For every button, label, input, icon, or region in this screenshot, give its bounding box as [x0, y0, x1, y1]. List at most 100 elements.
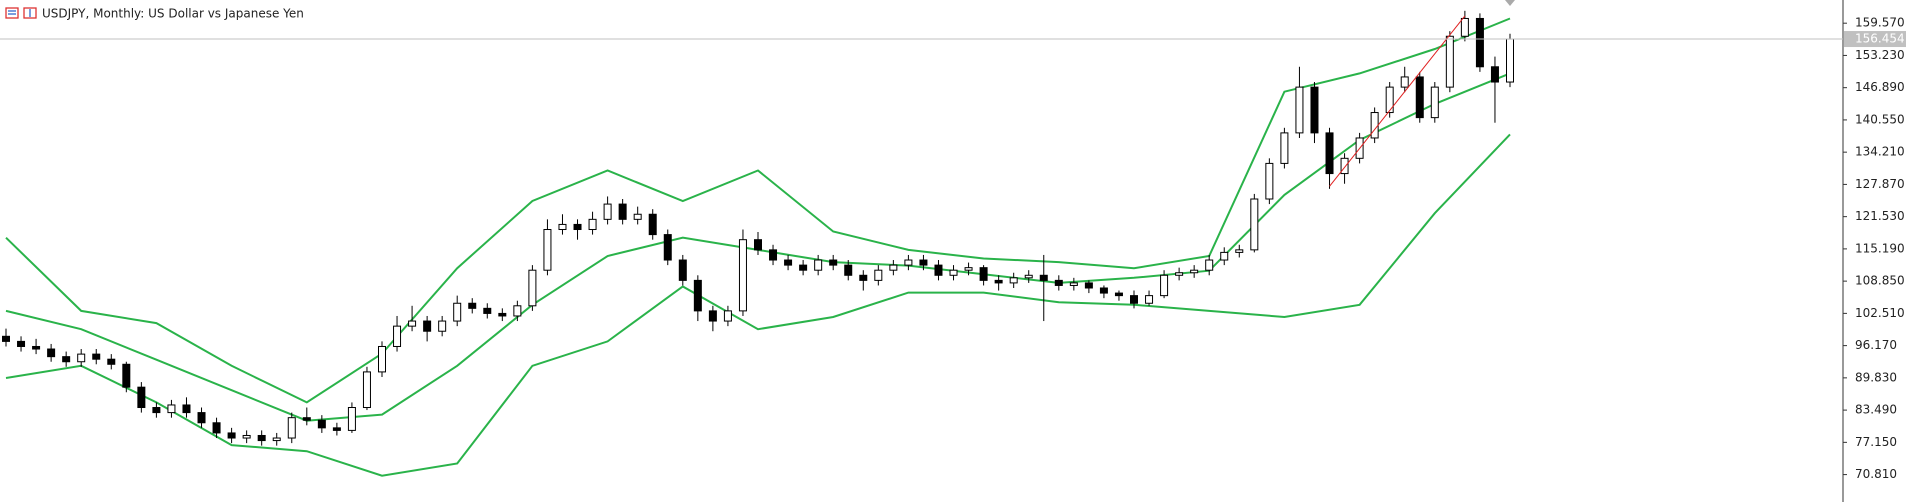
candle-body [573, 223, 582, 231]
candle-body [1370, 112, 1379, 139]
candle-body [738, 239, 747, 312]
candle-body [362, 371, 371, 409]
chart-title: USDJPY, Monthly: US Dollar vs Japanese Y… [42, 7, 304, 21]
candle-body [1475, 17, 1484, 68]
candle-body [62, 356, 71, 363]
candle-body [1340, 157, 1349, 175]
candle-body [1430, 86, 1439, 119]
y-tick-label: 127.870 [1855, 177, 1905, 191]
candle-body [47, 348, 56, 358]
candle-body [107, 358, 116, 365]
y-tick-label: 146.890 [1855, 80, 1905, 94]
candle-body [77, 353, 86, 363]
candle-body [784, 259, 793, 266]
candle-body [1024, 274, 1033, 279]
candle-body [904, 259, 913, 266]
candle-body [1190, 269, 1199, 274]
candle-body [1175, 272, 1184, 276]
candle-body [949, 269, 958, 276]
candle-body [1114, 292, 1123, 297]
candle-body [17, 340, 26, 347]
candle-body [799, 264, 808, 271]
candle-body [212, 422, 221, 434]
y-tick-label: 89.830 [1855, 370, 1897, 384]
bollinger-band [5, 133, 1511, 477]
candle-body [1009, 277, 1018, 284]
candle-body [723, 310, 732, 322]
candle-body [693, 279, 702, 312]
candle-body [257, 434, 266, 442]
y-tick-label: 140.550 [1855, 112, 1905, 126]
candle-body [528, 269, 537, 307]
candle-body [603, 203, 612, 220]
candle-body [964, 267, 973, 271]
candle-body [1490, 66, 1499, 83]
candle-body [844, 264, 853, 276]
candle-body [468, 302, 477, 309]
candle-body [332, 427, 341, 431]
candle-body [423, 320, 432, 332]
y-tick-label: 96.170 [1855, 338, 1897, 352]
y-tick-label: 134.210 [1855, 145, 1905, 159]
candle-body [1099, 287, 1108, 294]
candle-body [1084, 282, 1093, 289]
candle-body [1280, 132, 1289, 164]
y-tick-label: 153.230 [1855, 48, 1905, 62]
bollinger-band [5, 17, 1511, 404]
candle-body [618, 203, 627, 220]
candle-body [32, 345, 41, 350]
y-tick-label: 121.530 [1855, 209, 1905, 223]
candle-body [859, 274, 868, 281]
candle-body [1415, 76, 1424, 119]
candle-body [393, 325, 402, 347]
candle-body [453, 302, 462, 322]
candle-body [588, 218, 597, 231]
candle-body [197, 412, 206, 424]
candle-body [408, 320, 417, 327]
y-tick-label: 108.850 [1855, 274, 1905, 288]
candle-body [1235, 249, 1244, 253]
candle-body [1205, 259, 1214, 271]
candle-body [1160, 274, 1169, 297]
last-price-box [1844, 31, 1906, 48]
candle-body [1325, 132, 1334, 175]
y-tick-label: 83.490 [1855, 403, 1897, 417]
candle-body [919, 259, 928, 266]
candle-body [227, 432, 236, 439]
candle-body [92, 353, 101, 360]
candle-body [122, 363, 131, 388]
candle-body [1265, 162, 1274, 200]
candle-body [1130, 295, 1138, 304]
candle-body [242, 434, 251, 439]
candle-body [994, 279, 1003, 284]
candle-body [814, 259, 823, 271]
candle-body [302, 417, 311, 421]
candle-body [889, 264, 898, 271]
candle-body [1385, 86, 1394, 114]
last-bar-marker [1505, 0, 1515, 6]
trendline [1329, 15, 1466, 187]
candle-body [874, 269, 883, 281]
candle-body [1400, 76, 1409, 88]
candle-body [378, 345, 386, 373]
candle-body [1310, 86, 1319, 134]
candle-body [498, 312, 507, 317]
candle-body [708, 310, 717, 322]
candle-body [182, 404, 191, 414]
candle-body [1039, 274, 1048, 281]
candle-body [152, 407, 161, 414]
candle-body [558, 223, 567, 231]
candle-body [272, 437, 281, 442]
candle-body [1054, 279, 1063, 286]
y-tick-label: 102.510 [1855, 306, 1905, 320]
y-tick-label: 77.150 [1855, 435, 1897, 449]
symbol-icon [5, 7, 37, 19]
candle-body [1445, 35, 1454, 88]
candle-body [829, 259, 838, 266]
candle-body [438, 320, 447, 332]
candle-body [633, 213, 642, 220]
candle-body [543, 229, 552, 271]
